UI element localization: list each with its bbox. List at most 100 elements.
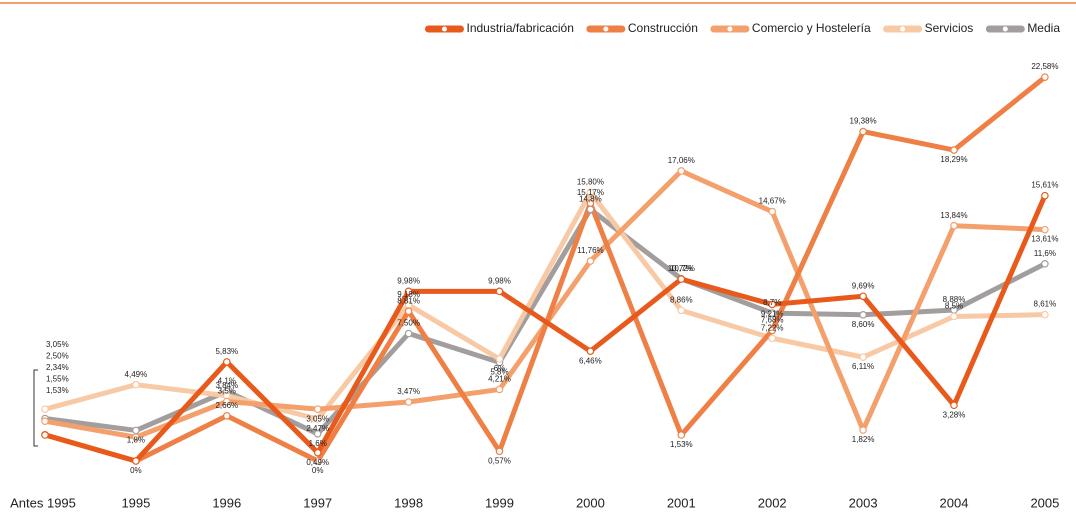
data-label: 10,72% bbox=[668, 264, 695, 273]
data-point bbox=[1041, 191, 1049, 200]
data-point bbox=[768, 326, 777, 335]
data-point bbox=[768, 300, 777, 309]
data-label: 8,7% bbox=[763, 298, 781, 307]
data-label: 3,28% bbox=[943, 410, 966, 419]
data-point bbox=[677, 431, 686, 439]
legend-label: Media bbox=[1027, 21, 1060, 35]
data-point bbox=[404, 329, 413, 338]
data-label: 0,57% bbox=[488, 456, 511, 465]
data-label: 15,80% bbox=[577, 178, 604, 187]
x-tick-label: 2003 bbox=[849, 495, 878, 510]
data-label: 14,67% bbox=[759, 197, 786, 206]
data-point bbox=[950, 221, 958, 230]
data-label: 9,21% bbox=[761, 310, 784, 319]
data-point bbox=[404, 287, 413, 296]
data-point bbox=[950, 312, 958, 321]
data-label: 2,66% bbox=[215, 401, 238, 410]
legend-label: Servicios bbox=[925, 21, 974, 35]
data-label: 17,06% bbox=[668, 156, 695, 165]
data-label: 1,55% bbox=[46, 375, 69, 384]
data-label: 9,98% bbox=[488, 276, 511, 285]
legend-marker bbox=[441, 26, 447, 32]
data-label: 13,61% bbox=[1031, 235, 1058, 244]
data-label: 2,50% bbox=[46, 352, 69, 361]
data-point bbox=[950, 146, 958, 154]
data-label: 3,05% bbox=[306, 414, 329, 423]
x-tick-label: 2005 bbox=[1030, 495, 1059, 510]
data-label: 4,49% bbox=[125, 370, 148, 379]
data-point bbox=[768, 309, 777, 317]
data-point bbox=[677, 167, 686, 175]
data-label: 9,69% bbox=[852, 281, 875, 290]
x-tick-label: 1996 bbox=[212, 495, 241, 510]
data-label: 9,98% bbox=[397, 276, 420, 285]
data-point bbox=[132, 457, 140, 465]
data-label: 5,83% bbox=[215, 347, 238, 356]
data-label: 0% bbox=[312, 466, 324, 475]
data-label: 13,84% bbox=[940, 211, 967, 220]
data-point bbox=[586, 257, 595, 265]
data-point bbox=[859, 426, 867, 434]
data-label: 1,53% bbox=[46, 386, 69, 395]
data-label: 14,8% bbox=[579, 195, 602, 204]
x-tick-label: Antes 1995 bbox=[10, 495, 76, 510]
data-label: 15,17% bbox=[577, 188, 604, 197]
data-label: 3,5% bbox=[218, 387, 236, 396]
data-point bbox=[677, 275, 686, 283]
data-label: 0% bbox=[130, 466, 142, 475]
data-label: 4,1% bbox=[218, 376, 236, 385]
series-line bbox=[44, 75, 1047, 464]
data-point bbox=[132, 380, 140, 389]
data-label: 7,50% bbox=[397, 319, 420, 328]
data-point bbox=[313, 415, 322, 423]
data-point bbox=[313, 429, 322, 438]
data-label: 1,6% bbox=[309, 439, 327, 448]
data-point bbox=[495, 447, 504, 456]
data-point bbox=[495, 355, 504, 363]
data-point bbox=[404, 398, 413, 406]
data-label: 2,47% bbox=[306, 424, 329, 433]
data-point bbox=[223, 397, 231, 406]
data-point bbox=[859, 310, 867, 319]
data-point bbox=[41, 431, 49, 439]
data-point bbox=[495, 385, 504, 394]
data-point bbox=[586, 199, 595, 207]
series-line bbox=[44, 194, 1048, 464]
data-point bbox=[586, 205, 595, 214]
data-point bbox=[859, 353, 867, 361]
data-label: 7,22% bbox=[761, 323, 784, 332]
legend-label: Comercio y Hostelería bbox=[752, 21, 871, 35]
data-label: 1,8% bbox=[127, 436, 145, 445]
data-label: 3,84% bbox=[215, 381, 238, 390]
data-point bbox=[768, 334, 777, 343]
data-label: 7,68% bbox=[761, 316, 784, 325]
data-point bbox=[859, 127, 867, 136]
data-label: 11,6% bbox=[1034, 249, 1056, 258]
data-label: 9,18% bbox=[397, 290, 420, 299]
x-tick-label: 1997 bbox=[303, 495, 332, 510]
data-label: 3,05% bbox=[46, 340, 69, 349]
data-label: 6% bbox=[494, 364, 506, 373]
data-point bbox=[768, 207, 777, 216]
legend-marker bbox=[1002, 26, 1008, 32]
data-label: 1,53% bbox=[670, 440, 693, 449]
data-point bbox=[223, 411, 231, 420]
data-label: 8,60% bbox=[852, 320, 875, 329]
data-point bbox=[404, 307, 413, 316]
label-bracket bbox=[33, 369, 38, 447]
data-label: 8,81% bbox=[397, 296, 420, 305]
data-point bbox=[41, 417, 49, 426]
data-point bbox=[677, 306, 686, 315]
legend-label: Construcción bbox=[628, 21, 698, 35]
data-point bbox=[950, 401, 958, 410]
data-label: 1,82% bbox=[852, 435, 875, 444]
x-tick-label: 1995 bbox=[121, 495, 150, 510]
data-point bbox=[1041, 310, 1049, 319]
data-point bbox=[132, 426, 140, 435]
legend-marker bbox=[900, 26, 906, 32]
data-label: 8,88% bbox=[943, 295, 966, 304]
x-tick-label: 2002 bbox=[758, 495, 787, 510]
data-label: 18,29% bbox=[940, 155, 967, 164]
data-point bbox=[41, 405, 49, 413]
